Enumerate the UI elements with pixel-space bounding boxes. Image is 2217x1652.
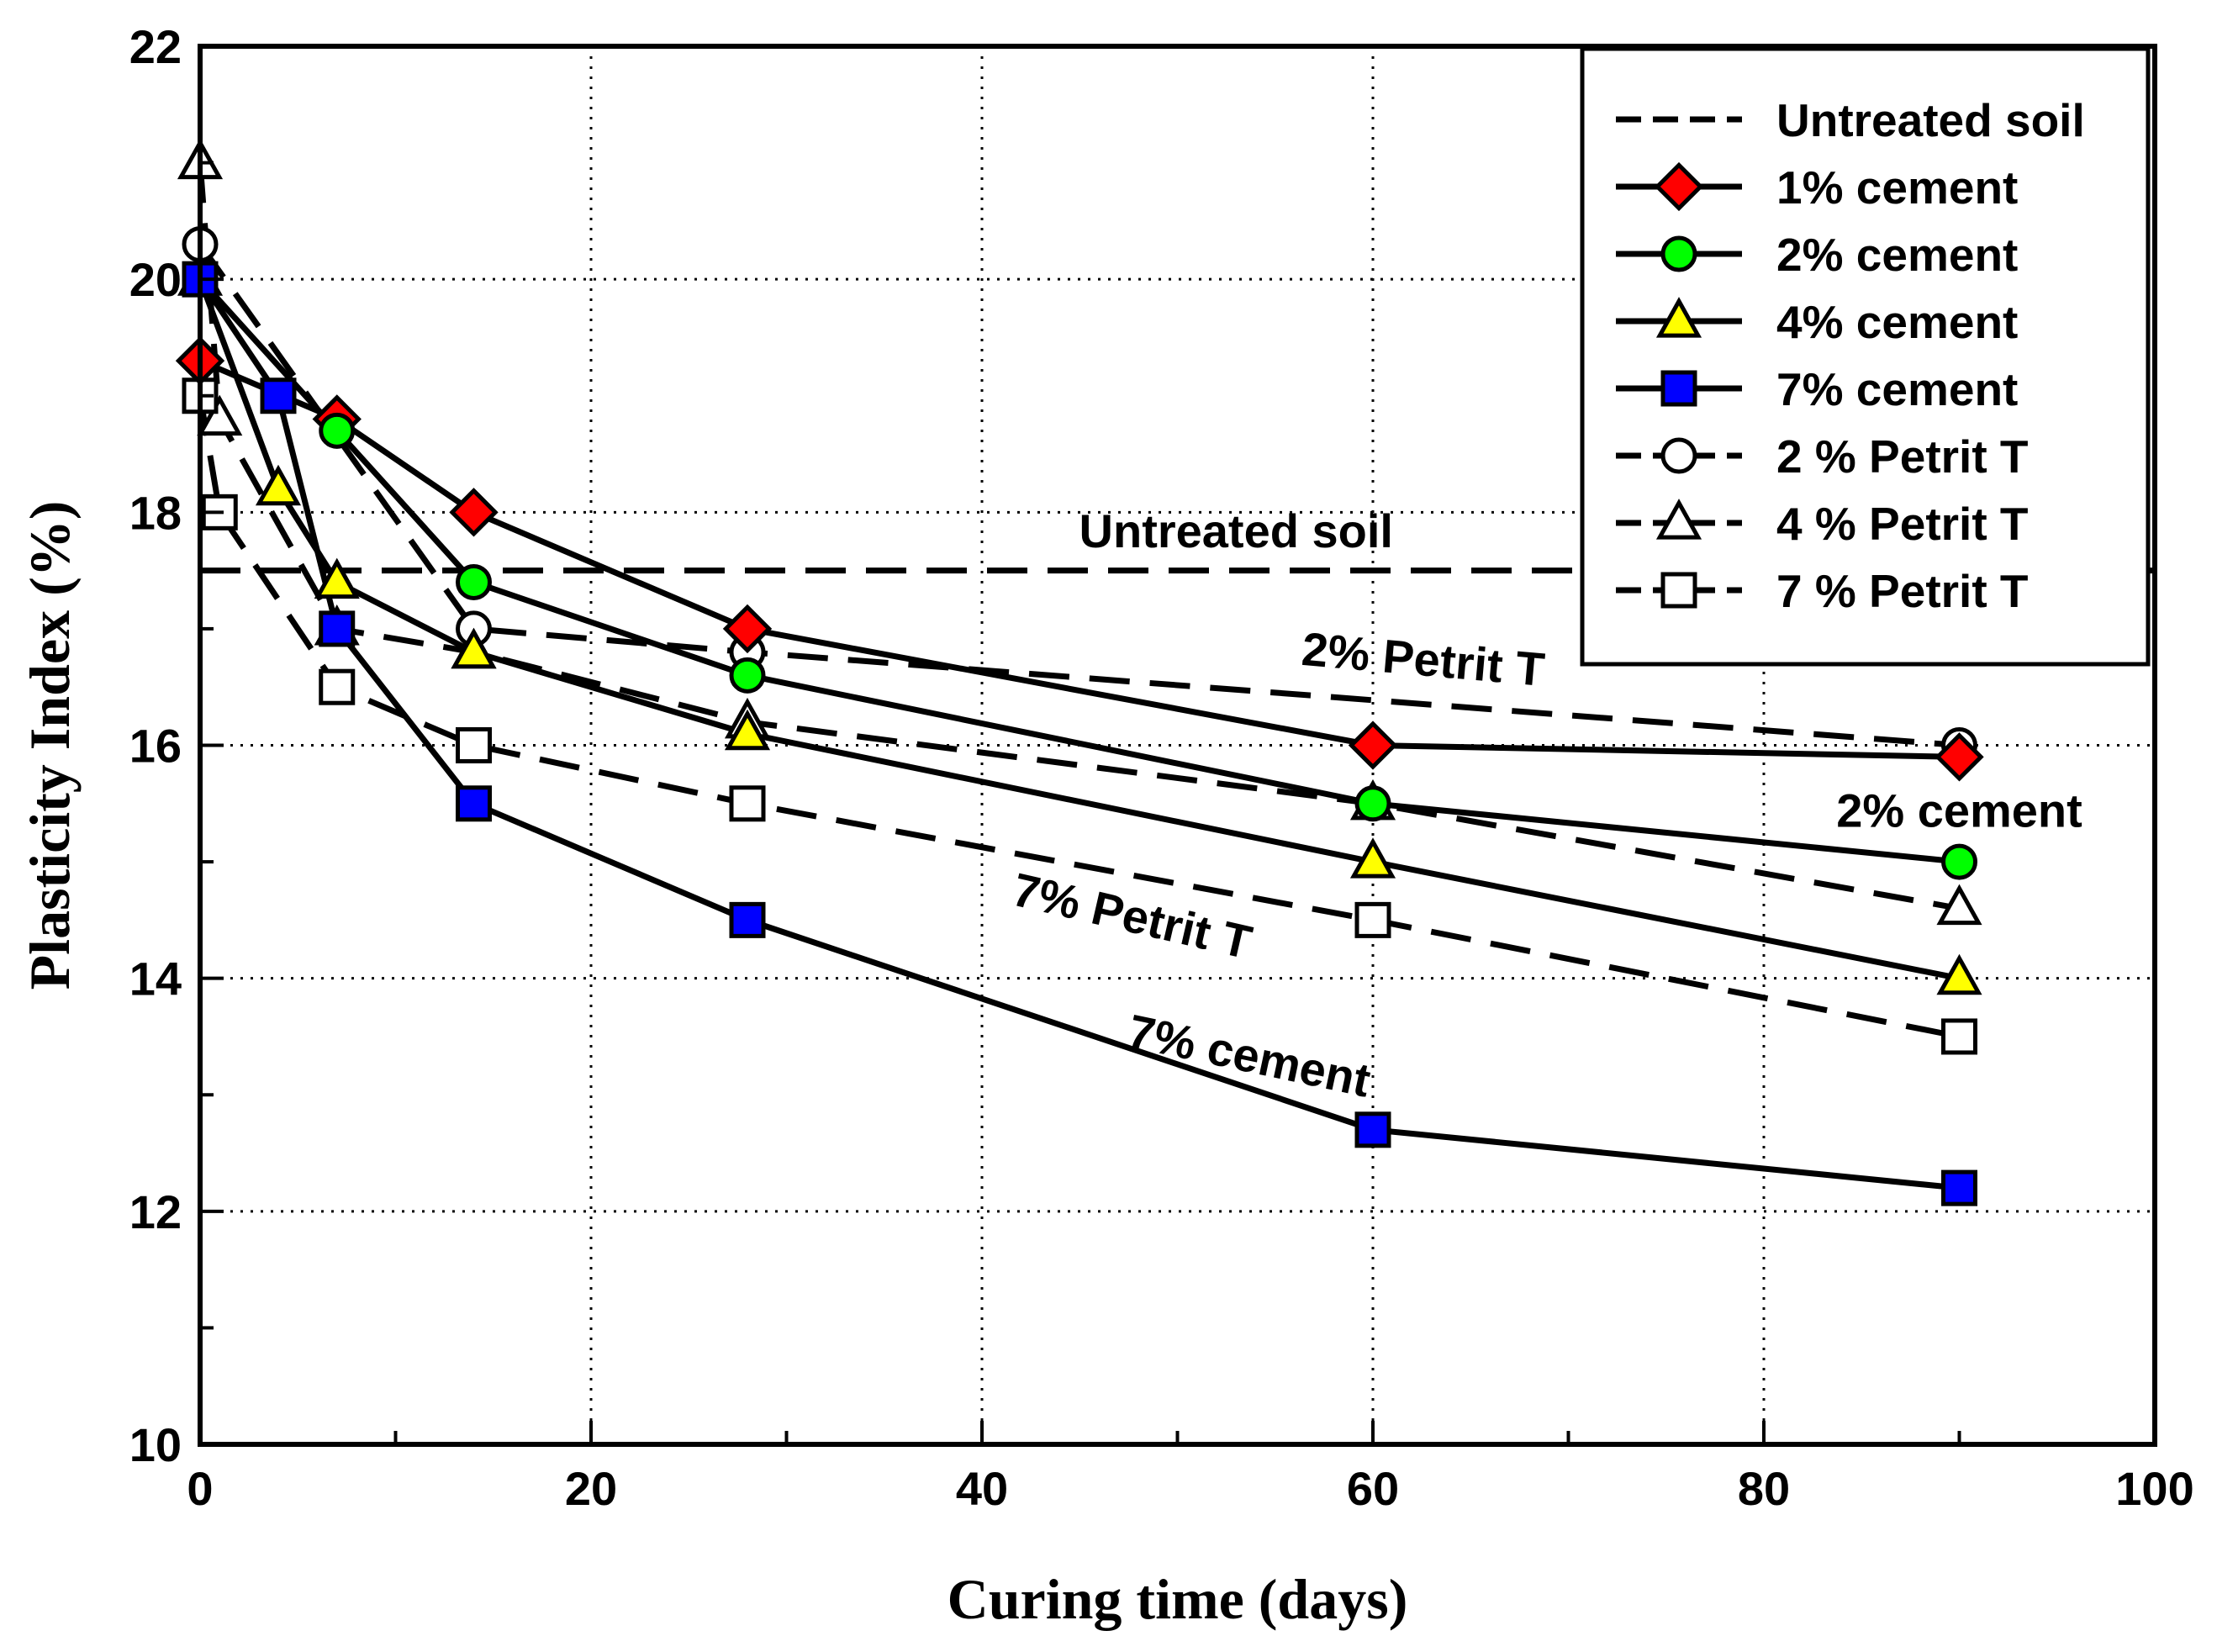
y-tick-label: 16 <box>129 720 182 773</box>
data-point-2pct-cement <box>1354 785 1391 822</box>
data-point-7pct-cement <box>1354 1111 1391 1148</box>
legend-label: 2 % Petrit T <box>1776 430 2029 483</box>
data-point-7-pct-petrit-t <box>1941 1018 1977 1055</box>
data-point-1pct-cement <box>1348 720 1398 770</box>
legend-box <box>1580 46 2151 667</box>
legend-label: 4 % Petrit T <box>1776 498 2029 550</box>
x-tick-label: 100 <box>2115 1462 2193 1515</box>
x-tick-label: 80 <box>1738 1462 1790 1515</box>
data-point-1pct-cement <box>722 604 773 654</box>
data-point-4pct-cement <box>724 709 771 751</box>
legend-marker-1pct-cement <box>1654 161 1704 212</box>
legend-marker-2-pct-petrit-t <box>1660 437 1697 474</box>
x-tick-label: 40 <box>956 1462 1008 1515</box>
data-point-7-pct-petrit-t <box>729 785 766 822</box>
legend-label: 7 % Petrit T <box>1776 565 2029 617</box>
data-point-7pct-cement <box>260 377 297 414</box>
annotation-label: 2% cement <box>1836 784 2082 837</box>
data-point-2pct-cement <box>319 412 356 449</box>
annotation-label: 2% Petrit T <box>1300 622 1547 696</box>
annotation-label: 7% Petrit T <box>1008 863 1257 969</box>
data-point-4-pct-petrit-t <box>1936 884 1982 926</box>
data-point-7pct-cement <box>1941 1169 1977 1206</box>
y-tick-label: 12 <box>129 1185 182 1238</box>
x-tick-label: 20 <box>565 1462 617 1515</box>
legend-label: 7% cement <box>1776 363 2018 415</box>
data-point-4-pct-petrit-t <box>197 394 243 436</box>
data-point-4pct-cement <box>255 464 302 506</box>
legend-label: 2% cement <box>1776 229 2018 281</box>
annotation-label: 7% cement <box>1123 1004 1375 1106</box>
series-markers <box>175 138 1984 1206</box>
data-point-2pct-cement <box>1941 843 1977 880</box>
data-point-4pct-cement <box>314 557 360 599</box>
legend-label: 4% cement <box>1776 296 2018 348</box>
data-point-4pct-cement <box>1936 953 1982 995</box>
legend: Untreated soil 1% cement 2% cement 4% cemen… <box>1580 46 2151 667</box>
y-tick-label: 22 <box>129 20 182 73</box>
data-point-7pct-cement <box>319 610 356 647</box>
series-line-2-pct-petrit-t <box>198 242 1960 748</box>
legend-marker-7-pct-petrit-t <box>1660 572 1697 609</box>
x-tick-label: 60 <box>1347 1462 1399 1515</box>
data-point-1pct-cement <box>1935 732 1984 782</box>
y-tick-label: 18 <box>129 486 182 539</box>
x-tick-label: 0 <box>187 1462 213 1515</box>
data-point-7pct-cement <box>456 785 492 822</box>
y-tick-label: 14 <box>129 953 182 1005</box>
axes: 0 20 40 60 80 100 10 12 14 16 18 20 22 <box>129 20 2194 1515</box>
data-point-4pct-cement <box>1349 837 1396 879</box>
legend-label: Untreated soil <box>1776 94 2085 146</box>
data-point-4pct-cement <box>451 627 497 669</box>
annotation-label: Untreated soil <box>1079 504 1393 557</box>
data-point-2pct-cement <box>729 657 766 694</box>
legend-marker-4-pct-petrit-t <box>1655 499 1702 540</box>
legend-label: 1% cement <box>1776 161 2018 214</box>
legend-marker-4pct-cement <box>1655 297 1702 338</box>
y-tick-label: 20 <box>129 253 182 306</box>
y-tick-label: 10 <box>129 1418 182 1471</box>
data-point-7-pct-petrit-t <box>456 727 492 763</box>
data-point-7-pct-petrit-t <box>1354 901 1391 938</box>
y-axis-title: Plasticity Index (%) <box>18 501 82 990</box>
legend-marker-7pct-cement <box>1660 370 1697 407</box>
data-point-1pct-cement <box>449 488 499 537</box>
legend-marker-2pct-cement <box>1660 235 1697 272</box>
data-point-7-pct-petrit-t <box>319 668 356 705</box>
data-point-7pct-cement <box>729 901 766 938</box>
data-point-2pct-cement <box>456 563 492 600</box>
x-axis-title: Curing time (days) <box>948 1567 1408 1631</box>
series-line-2pct-cement <box>198 277 1960 865</box>
